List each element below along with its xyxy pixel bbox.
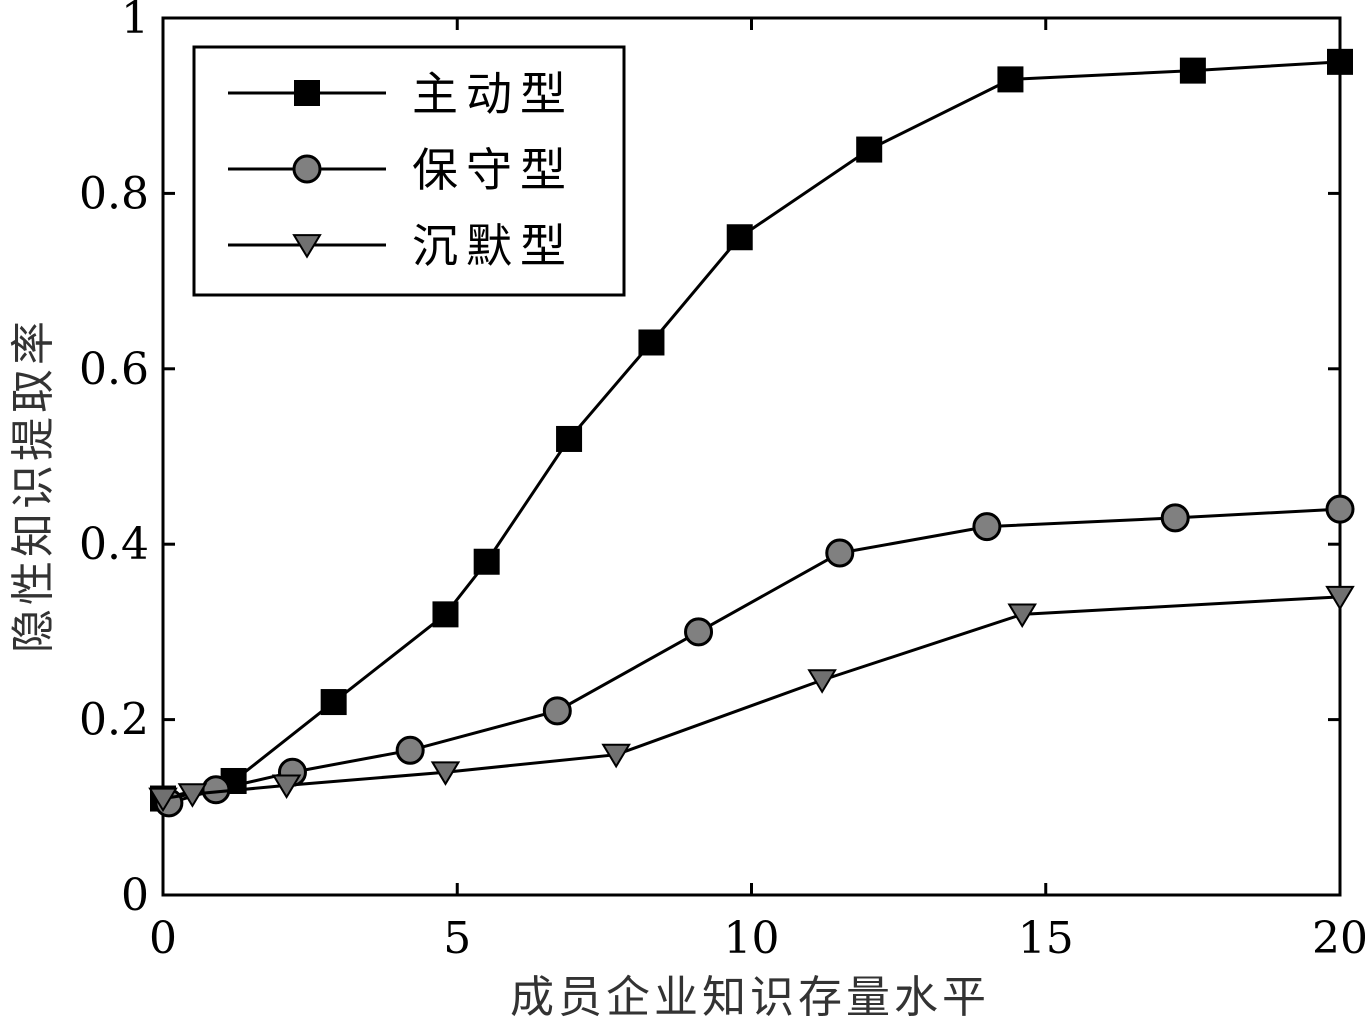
series-3: [148, 585, 1355, 813]
data-point: [542, 696, 572, 726]
data-point: [1325, 585, 1355, 611]
data-point: [1007, 603, 1037, 628]
data-point: [726, 224, 753, 251]
data-point: [320, 689, 347, 716]
legend-label: 主动型: [412, 67, 574, 121]
series-group: [148, 48, 1355, 818]
data-point: [684, 617, 714, 647]
y-tick-label: 0: [121, 870, 149, 921]
data-point: [638, 329, 665, 356]
data-point: [601, 743, 631, 769]
data-point: [177, 783, 208, 808]
data-point: [271, 774, 302, 800]
legend-marker: [292, 234, 322, 259]
y-axis-title: 隐性知识提取率: [8, 317, 59, 653]
legend-marker: [292, 154, 322, 184]
series-2: [154, 494, 1355, 818]
series-line: [162, 60, 1341, 800]
data-point: [556, 425, 583, 452]
x-tick-label: 0: [149, 913, 177, 964]
y-tick-label: 1: [121, 0, 149, 44]
data-point: [1325, 494, 1355, 524]
series-line: [162, 595, 1341, 801]
legend-marker: [294, 80, 320, 106]
data-point: [1327, 48, 1353, 75]
data-point: [997, 66, 1024, 93]
x-tick-label: 5: [443, 913, 471, 964]
data-point: [825, 538, 855, 568]
y-tick-label: 0.6: [79, 344, 149, 395]
y-tick-label: 0.2: [79, 695, 149, 746]
y-tick-label: 0.8: [79, 168, 149, 219]
data-point: [807, 669, 837, 694]
data-point: [972, 512, 1002, 542]
x-tick-label: 10: [724, 913, 780, 964]
y-tick-label: 0.4: [79, 519, 149, 570]
legend-label: 沉默型: [412, 219, 574, 273]
x-axis-title: 成员企业知识存量水平: [510, 972, 990, 1023]
x-tick-label: 15: [1018, 913, 1074, 964]
data-point: [432, 601, 459, 628]
data-point: [856, 136, 883, 163]
x-tick-label: 20: [1312, 913, 1365, 964]
data-point: [148, 787, 178, 813]
data-point: [1179, 57, 1206, 84]
series-line: [168, 507, 1341, 805]
legend-label: 保守型: [412, 143, 574, 197]
data-point: [1160, 503, 1190, 533]
data-point: [430, 761, 461, 786]
data-point: [473, 548, 500, 575]
legend-box: [192, 45, 626, 297]
data-point: [395, 735, 425, 765]
ticks-group: 0 5 10 15 20 0 0.2 0.4 0.6 0.8 1: [79, 0, 1365, 964]
